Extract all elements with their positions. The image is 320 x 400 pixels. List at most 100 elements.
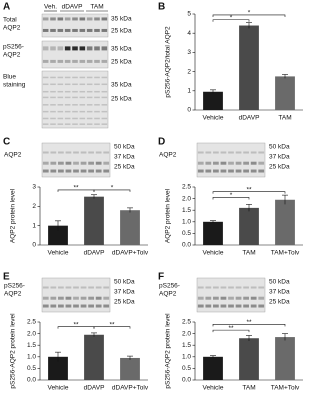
kda-label: 25 kDa (269, 299, 290, 306)
blot-band (65, 304, 72, 308)
blot-band (79, 104, 86, 106)
blot-band (243, 151, 249, 154)
blot-band (64, 17, 71, 21)
blot-band (57, 46, 64, 51)
blot-band (79, 76, 86, 79)
blot-band (57, 123, 64, 125)
blot (196, 277, 266, 313)
blot-band (42, 169, 49, 173)
blot-band (65, 286, 72, 289)
y-axis-title: AQP2 protein level (10, 188, 17, 243)
lane-label: TAM (90, 4, 103, 11)
x-tick-label: dDAVP (84, 385, 105, 392)
blot-band (57, 96, 64, 99)
blot-band (64, 76, 71, 79)
blot-band (250, 296, 257, 300)
blot-band (197, 161, 204, 165)
blot-band (243, 161, 249, 165)
y-tick-label: 1.5 (182, 207, 191, 214)
blot-band (94, 46, 100, 51)
blot-band (86, 110, 93, 113)
blot-band (86, 46, 93, 51)
blot-band (250, 286, 257, 289)
blot-band (64, 117, 71, 120)
blot (41, 277, 111, 313)
blot-band (57, 59, 64, 63)
blot-band (72, 59, 78, 63)
y-tick-label: 0.5 (27, 365, 36, 372)
blot-band (94, 76, 100, 79)
blot-band (228, 169, 234, 173)
blot-band (72, 110, 78, 113)
blot-band (50, 59, 56, 63)
significance-bracket (212, 197, 250, 200)
blot-band (64, 28, 71, 32)
kda-label: 25 kDa (269, 164, 290, 171)
blot-band (42, 296, 49, 300)
significance-label: ** (246, 319, 252, 326)
x-tick-label: TAM+Tolv (271, 385, 300, 392)
bar (239, 207, 259, 245)
y-tick-label: 1.0 (182, 354, 191, 361)
significance-label: * (230, 14, 233, 21)
significance-label: ** (109, 321, 115, 328)
blot-band (50, 296, 57, 300)
blot-band (80, 304, 87, 308)
blot-band (42, 286, 49, 289)
blot-band (95, 286, 102, 289)
blot-band (94, 90, 100, 93)
blot-band (65, 151, 72, 154)
blot-band (64, 104, 71, 106)
kda-label: 35 kDa (111, 82, 132, 89)
y-tick-label: 1.5 (182, 342, 191, 349)
blot-band (94, 110, 100, 113)
blot-band (79, 46, 86, 51)
y-axis-title: pS256-AQP2/total AQP2 (165, 26, 172, 98)
blot-band (73, 169, 79, 173)
blot-label: staining (3, 82, 26, 89)
blot-band (88, 161, 94, 165)
blot-band (205, 304, 212, 308)
blot-band (213, 169, 219, 173)
lane-label: Veh. (44, 4, 57, 11)
blot-band (101, 104, 108, 106)
blot-label: AQP2 (159, 291, 177, 298)
x-tick-label: Vehicle (48, 385, 69, 392)
blot-band (94, 17, 100, 21)
blot-band (57, 117, 64, 120)
blot-band (213, 151, 219, 154)
blot-band (88, 286, 94, 289)
blot-band (258, 296, 265, 300)
blot-band (58, 151, 64, 154)
blot-band (94, 96, 100, 99)
blot-band (42, 123, 49, 125)
x-tick-label: Vehicle (203, 115, 224, 122)
panel-label: A (3, 2, 10, 13)
blot-band (205, 296, 212, 300)
blot-band (50, 17, 56, 21)
kda-label: 50 kDa (269, 279, 290, 286)
y-tick-label: 0 (187, 107, 191, 114)
y-axis-title: pS256-AQP2 protein level (10, 313, 17, 389)
significance-bracket (212, 14, 286, 17)
blot-band (94, 123, 100, 125)
blot-band (79, 28, 86, 32)
blot-band (57, 104, 64, 106)
y-tick-label: 4 (187, 30, 191, 37)
blot-band (95, 161, 102, 165)
blot-band (235, 151, 242, 154)
blot-band (42, 17, 49, 21)
blot-band (72, 17, 78, 21)
blot-band (79, 110, 86, 113)
blot-band (57, 28, 64, 32)
blot-band (79, 59, 86, 63)
blot-band (42, 28, 49, 32)
blot-label: pS256- (3, 44, 24, 51)
kda-label: 50 kDa (114, 144, 135, 151)
lane-label: dDAVP (62, 4, 83, 11)
blot-band (243, 286, 249, 289)
blot-band (50, 123, 56, 125)
blot-band (101, 83, 108, 86)
blot-band (101, 117, 108, 120)
